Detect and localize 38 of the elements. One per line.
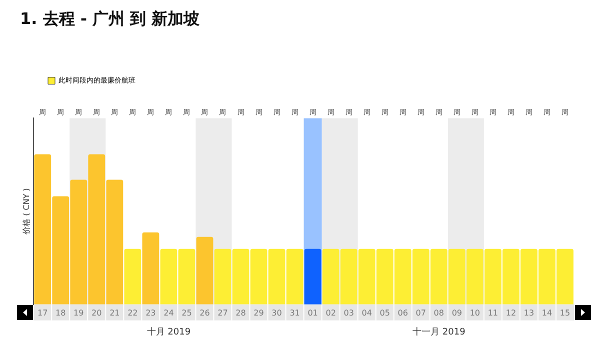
x-tick-label: 18 xyxy=(56,308,66,318)
x-tick-label: 09 xyxy=(452,308,462,318)
x-tick-label: 19 xyxy=(74,308,84,318)
x-tick-label: 14 xyxy=(542,308,552,318)
chart-title: 1. 去程 - 广州 到 新加坡 xyxy=(20,8,201,28)
x-tick-label: 04 xyxy=(362,308,372,318)
y-axis-title: 价格 ( CNY ) xyxy=(22,188,31,236)
x-tick-label: 10 xyxy=(470,308,480,318)
x-tick-label: 29 xyxy=(254,308,264,318)
x-tick-label: 12 xyxy=(506,308,516,318)
x-tick-label: 22 xyxy=(128,308,138,318)
x-tick-label: 05 xyxy=(380,308,390,318)
bar xyxy=(124,248,142,304)
text: 十一月 2019 xyxy=(412,326,466,338)
x-tick-label: 31 xyxy=(290,308,300,318)
x-tick-label: 27 xyxy=(218,308,228,318)
x-tick-label: 21 xyxy=(110,308,120,318)
x-tick-label: 02 xyxy=(326,308,336,318)
x-tick-label: 24 xyxy=(164,308,174,318)
x-tick-label: 20 xyxy=(92,308,102,318)
x-tick-label: 25 xyxy=(182,308,192,318)
x-tick-label: 30 xyxy=(272,308,282,318)
bar xyxy=(196,236,214,304)
x-tick-label: 08 xyxy=(434,308,444,318)
x-tick-label: 01 xyxy=(308,308,318,318)
x-tick-label: 03 xyxy=(344,308,354,318)
text: 十月 2019 xyxy=(146,326,191,338)
x-tick-label: 23 xyxy=(146,308,156,318)
bar xyxy=(304,248,322,304)
x-tick-label: 11 xyxy=(488,308,498,318)
x-tick-label: 13 xyxy=(524,308,534,318)
x-tick-label: 15 xyxy=(560,308,570,318)
x-tick-label: 17 xyxy=(38,308,48,318)
x-tick-label: 06 xyxy=(398,308,408,318)
x-tick-label: 07 xyxy=(416,308,426,318)
x-tick-label: 28 xyxy=(236,308,246,318)
x-tick-label: 26 xyxy=(200,308,210,318)
bar xyxy=(142,232,160,304)
